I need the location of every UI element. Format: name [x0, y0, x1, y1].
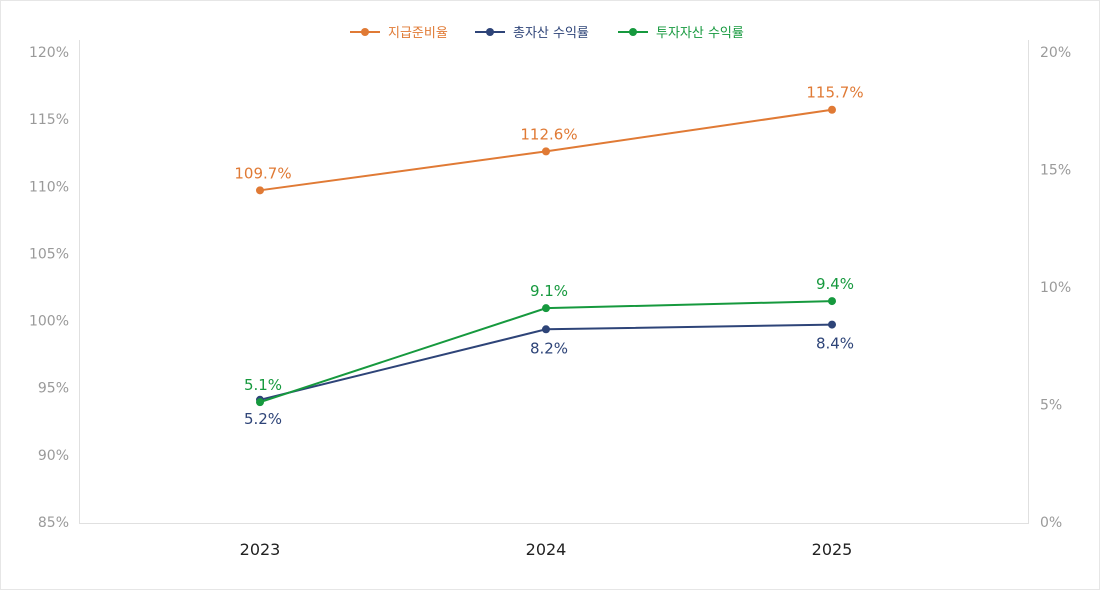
series-1: 5.2% 8.2% 8.4% [244, 320, 854, 428]
left-tick-label: 100% [29, 314, 69, 330]
data-point[interactable] [828, 297, 836, 306]
left-tick-label: 115% [29, 112, 69, 128]
data-point[interactable] [256, 398, 264, 407]
data-label: 115.7% [806, 84, 863, 102]
legend-item[interactable]: 투자자산 수익률 [618, 26, 744, 41]
legend-item[interactable]: 총자산 수익률 [475, 26, 589, 41]
legend-label: 투자자산 수익률 [656, 26, 744, 41]
data-label: 9.1% [530, 282, 568, 300]
data-label: 8.4% [816, 335, 854, 353]
series-line [259, 323, 833, 401]
x-tick-label: 2024 [526, 540, 567, 559]
legend-label: 총자산 수익률 [513, 26, 589, 41]
data-point[interactable] [256, 186, 264, 195]
data-label: 9.4% [816, 275, 854, 293]
x-tick-label: 2023 [240, 540, 281, 559]
data-label: 112.6% [520, 125, 577, 143]
right-tick-label: 15% [1040, 163, 1071, 179]
data-point[interactable] [828, 320, 836, 329]
x-tick-label: 2025 [812, 540, 853, 559]
legend: 지급준비율 총자산 수익률 투자자산 수익률 [350, 26, 744, 41]
data-point[interactable] [542, 147, 550, 156]
left-axis-ticks: 85% 90% 95% 100% 105% 110% 115% 120% [29, 45, 69, 531]
legend-dot-marker [361, 28, 369, 36]
left-tick-label: 95% [38, 381, 69, 397]
legend-label: 지급준비율 [388, 26, 448, 41]
left-tick-label: 90% [38, 448, 69, 464]
data-point[interactable] [828, 105, 836, 114]
legend-dot-marker [486, 28, 494, 36]
data-point[interactable] [542, 325, 550, 334]
left-tick-label: 120% [29, 45, 69, 61]
left-tick-label: 110% [29, 179, 69, 195]
series-0: 109.7% 112.6% 115.7% [234, 84, 864, 195]
legend-item[interactable]: 지급준비율 [350, 26, 448, 41]
x-axis-ticks: 2023 2024 2025 [240, 540, 853, 559]
left-tick-label: 105% [29, 246, 69, 262]
right-tick-label: 5% [1040, 398, 1062, 414]
series-2: 5.1% 9.1% 9.4% [244, 275, 854, 407]
left-tick-label: 85% [38, 515, 69, 531]
legend-dot-marker [629, 28, 637, 36]
right-tick-label: 20% [1040, 45, 1071, 61]
data-label: 8.2% [530, 339, 568, 357]
data-label: 109.7% [234, 164, 291, 182]
data-point[interactable] [542, 304, 550, 313]
series-layer: 109.7% 112.6% 115.7% 5.2% 8.2% 8.4% 5.1% 9.1% 9.… [234, 84, 863, 428]
right-tick-label: 10% [1040, 280, 1071, 296]
right-axis-ticks: 0% 5% 10% 15% 20% [1040, 45, 1071, 531]
data-label: 5.1% [244, 376, 282, 394]
data-label: 5.2% [244, 410, 282, 428]
right-tick-label: 0% [1040, 515, 1062, 531]
